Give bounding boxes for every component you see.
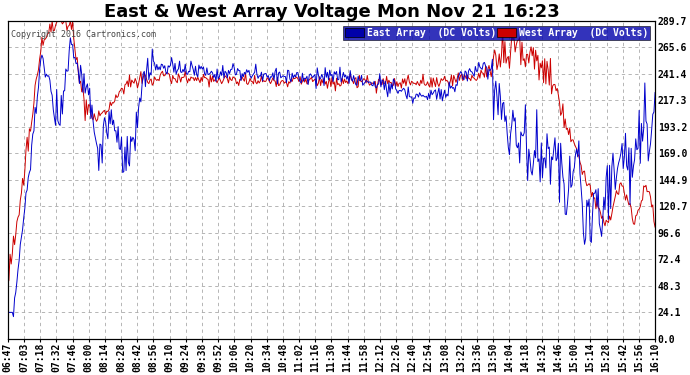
- Legend: East Array  (DC Volts), West Array  (DC Volts): East Array (DC Volts), West Array (DC Vo…: [343, 26, 650, 40]
- Text: Copyright 2016 Cartronics.com: Copyright 2016 Cartronics.com: [11, 30, 156, 39]
- Title: East & West Array Voltage Mon Nov 21 16:23: East & West Array Voltage Mon Nov 21 16:…: [104, 3, 560, 21]
